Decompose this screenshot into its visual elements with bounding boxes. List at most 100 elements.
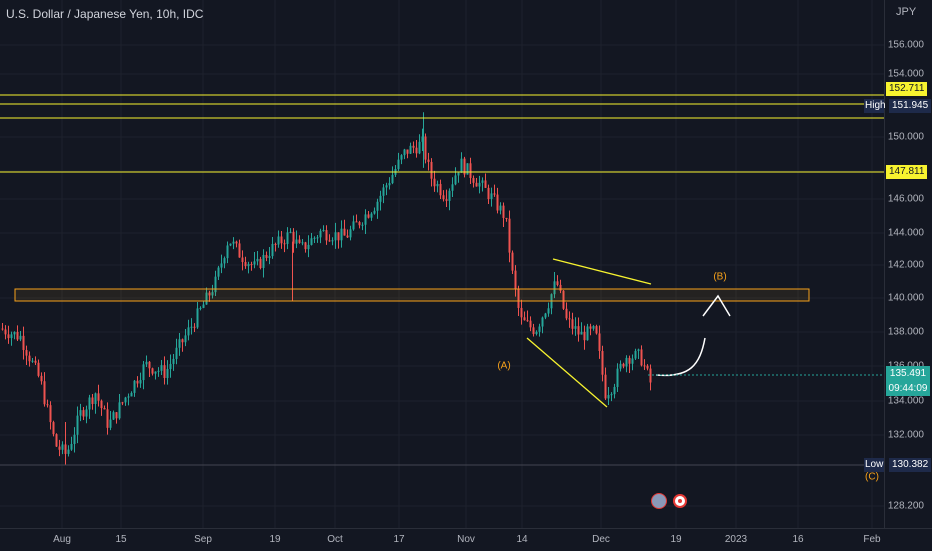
candle-down (337, 232, 340, 241)
candle-up (178, 339, 181, 348)
candle-down (7, 334, 10, 339)
price-tick-label: 150.000 (887, 131, 924, 143)
candle-down (298, 239, 301, 243)
candle-down (445, 199, 448, 201)
candle-up (637, 349, 640, 351)
low-value-tag: 130.382 (889, 458, 932, 472)
candle-down (325, 230, 328, 241)
candle-up (268, 256, 271, 258)
drawing-annotations (0, 94, 884, 466)
candle-up (133, 380, 136, 393)
wave-label-b: (B) (713, 271, 727, 283)
candle-down (484, 180, 487, 188)
candle-up (436, 183, 439, 187)
candle-up (19, 335, 22, 340)
candle-down (115, 412, 118, 419)
candle-up (226, 245, 229, 259)
candle-up (199, 307, 202, 309)
candle-up (349, 229, 352, 238)
candle-up (421, 136, 424, 142)
candle-up (457, 172, 460, 176)
candle-up (73, 434, 76, 445)
candle-up (553, 281, 556, 295)
candle-up (610, 394, 613, 396)
candle-down (181, 339, 184, 343)
candle-up (631, 358, 634, 364)
candle-down (40, 375, 43, 382)
candle-down (511, 252, 514, 271)
candle-up (574, 326, 577, 329)
candle-down (367, 214, 370, 218)
candle-up (310, 238, 313, 245)
candle-down (622, 363, 625, 367)
candle-down (523, 317, 526, 321)
candle-up (481, 180, 484, 183)
candle-up (130, 392, 133, 397)
candle-up (85, 409, 88, 417)
date-tick-label: 16 (792, 534, 804, 545)
candle-down (25, 350, 28, 356)
candle-down (103, 408, 106, 410)
candle-up (88, 397, 91, 410)
candle-up (619, 363, 622, 369)
candle-down (244, 262, 247, 267)
candle-up (322, 230, 325, 232)
price-tick-label: 138.000 (887, 326, 924, 338)
candle-up (451, 184, 454, 191)
date-tick-label: 19 (269, 534, 281, 545)
candle-down (97, 393, 100, 401)
candle-up (388, 183, 391, 186)
candle-up (247, 264, 250, 267)
candle-up (448, 190, 451, 201)
candle-up (466, 163, 469, 175)
candle-up (223, 258, 226, 264)
candle-down (604, 374, 607, 399)
candle-up (67, 449, 70, 454)
candle-down (532, 327, 535, 335)
candle-down (430, 161, 433, 179)
grid-lines (0, 0, 884, 528)
date-tick-label: Dec (592, 534, 610, 545)
candle-up (616, 368, 619, 387)
candle-down (328, 240, 331, 242)
candle-up (70, 444, 73, 450)
last-price-tag: 135.491 09:44:09 (886, 366, 930, 396)
japan-flag-icon[interactable] (673, 494, 687, 508)
candle-down (556, 281, 559, 285)
candle-up (454, 175, 457, 185)
candle-up (202, 304, 205, 308)
candle-up (613, 386, 616, 395)
us-flag-icon[interactable] (651, 493, 667, 509)
candle-up (586, 326, 589, 341)
candle-down (595, 326, 598, 334)
date-tick-label: Aug (53, 534, 71, 545)
candle-up (478, 182, 481, 187)
candle-down (235, 241, 238, 244)
candle-up (370, 213, 373, 218)
candle-up (109, 419, 112, 428)
time-axis[interactable] (0, 528, 932, 551)
price-tick-label: 140.000 (887, 292, 924, 304)
projection-arrow-curve (655, 337, 706, 377)
candle-up (214, 276, 217, 293)
candle-up (112, 412, 115, 420)
candle-up (217, 267, 220, 277)
candle-up (232, 241, 235, 244)
candle-down (646, 365, 649, 369)
date-tick-label: 2023 (724, 534, 748, 545)
candle-up (400, 155, 403, 160)
candle-down (91, 397, 94, 405)
candle-up (547, 308, 550, 314)
candle-down (136, 380, 139, 384)
candle-up (364, 214, 367, 225)
candle-up (145, 361, 148, 365)
candle-up (187, 327, 190, 336)
candle-up (409, 145, 412, 154)
candle-down (292, 231, 295, 244)
wedge-lower-trendline (526, 337, 608, 408)
candle-up (271, 243, 274, 257)
candle-up (295, 239, 298, 244)
candle-down (208, 292, 211, 296)
candle-up (490, 193, 493, 200)
